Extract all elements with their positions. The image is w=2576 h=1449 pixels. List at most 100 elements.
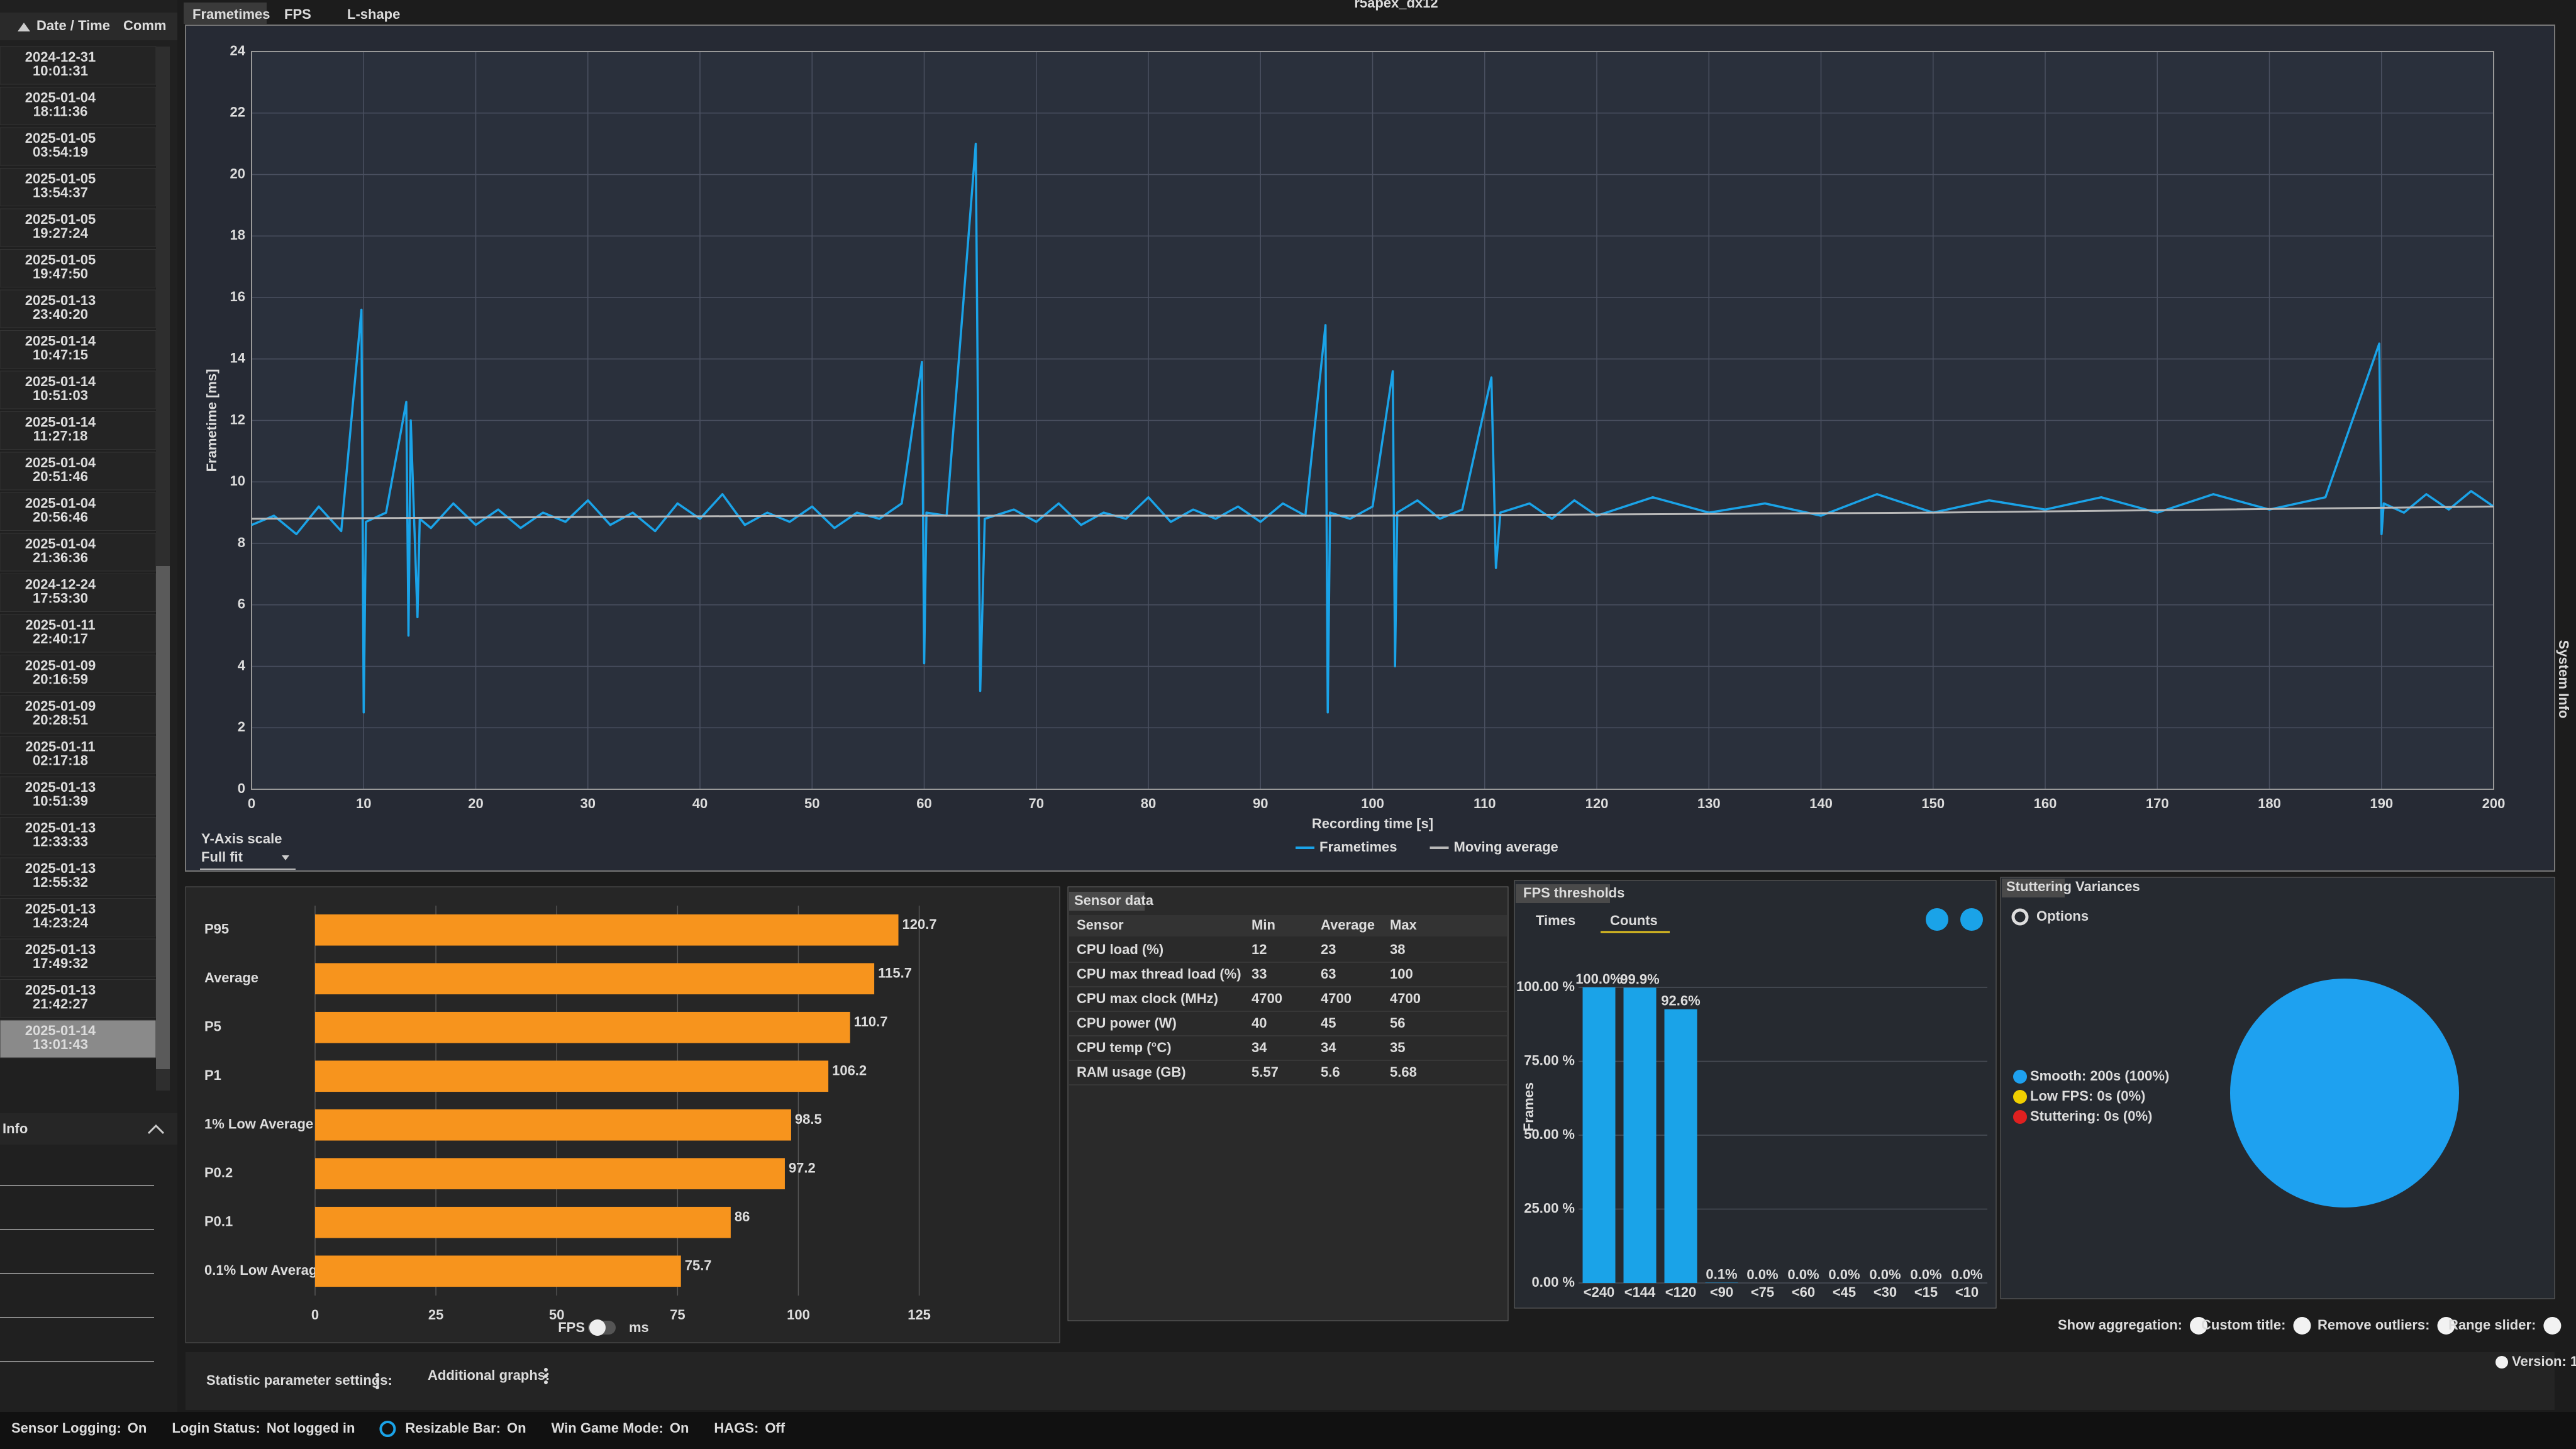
record-row[interactable] — [0, 1019, 157, 1058]
bar — [315, 914, 899, 946]
subtab[interactable]: Times — [1536, 913, 1575, 928]
percent-button[interactable] — [1926, 908, 1948, 931]
x-tick-label: 110 — [1474, 796, 1496, 811]
table-cell: CPU temp (°C) — [1077, 1040, 1172, 1055]
sidebar-header — [0, 13, 177, 40]
x-tick-label: 70 — [1029, 796, 1044, 811]
series-line — [251, 505, 2494, 520]
record-date: 2025-01-13 — [25, 779, 96, 795]
category-label: P95 — [204, 921, 229, 937]
status-label: HAGS: — [714, 1420, 758, 1436]
category-label: P1 — [204, 1067, 221, 1083]
legend-label: Low FPS: 0s (0%) — [2030, 1088, 2145, 1104]
record-row[interactable] — [0, 168, 157, 206]
x-tick-label: 20 — [468, 796, 483, 811]
record-row[interactable] — [0, 46, 157, 85]
subtab[interactable]: Counts — [1610, 913, 1658, 928]
x-tick-label: 190 — [2370, 796, 2393, 811]
record-time: 17:53:30 — [33, 590, 88, 606]
record-row[interactable] — [0, 289, 157, 328]
status-label: Login Status: — [172, 1420, 260, 1436]
x-tick-label: 60 — [916, 796, 931, 811]
value-label: 0.0% — [1828, 1267, 1860, 1282]
switch-right: ms — [629, 1319, 649, 1335]
legend-label: Frametimes — [1319, 839, 1397, 855]
record-row[interactable] — [0, 776, 157, 815]
record-time: 12:55:32 — [33, 874, 88, 890]
info-header — [0, 1113, 177, 1145]
plot-border — [251, 51, 2494, 790]
version-dot — [2496, 1356, 2508, 1368]
record-row[interactable] — [0, 655, 157, 693]
y-tick-label: 50.00 % — [1524, 1126, 1575, 1142]
tab[interactable]: Frametimes — [192, 6, 270, 22]
record-date: 2025-01-05 — [25, 170, 96, 186]
value-label: 0.1% — [1706, 1266, 1737, 1282]
record-row[interactable] — [0, 452, 157, 491]
x-tick-label: 0 — [248, 796, 255, 811]
record-row[interactable] — [0, 411, 157, 450]
record-row[interactable] — [0, 938, 157, 977]
tab[interactable]: L-shape — [347, 6, 400, 22]
record-row[interactable] — [0, 492, 157, 531]
record-row[interactable] — [0, 330, 157, 369]
y-tick-label: 75.00 % — [1524, 1052, 1575, 1068]
table-cell: 34 — [1321, 1040, 1336, 1055]
bar — [1664, 1009, 1697, 1283]
record-date: 2025-01-09 — [25, 657, 96, 673]
y-tick-label: 8 — [238, 535, 245, 550]
record-row[interactable] — [0, 127, 157, 166]
table-cell: 34 — [1252, 1040, 1267, 1055]
record-row[interactable] — [0, 817, 157, 855]
record-time: 10:47:15 — [33, 347, 88, 362]
tab[interactable]: Variances — [2075, 879, 2140, 894]
record-date: 2024-12-31 — [25, 49, 96, 65]
x-tick-label: 40 — [692, 796, 708, 811]
toggle[interactable] — [2543, 1317, 2562, 1335]
share-button[interactable] — [1960, 908, 1983, 931]
legend-swatch — [2013, 1090, 2027, 1104]
y-tick-label: 2 — [238, 719, 245, 735]
record-row[interactable] — [0, 574, 157, 612]
menu-dot — [375, 1379, 379, 1383]
record-row[interactable] — [0, 249, 157, 287]
column-header: Comm — [123, 18, 166, 33]
record-row[interactable] — [0, 533, 157, 572]
toggle-knob — [589, 1319, 606, 1336]
x-tick-label: 90 — [1253, 796, 1268, 811]
status-label: Win Game Mode: — [552, 1420, 663, 1436]
toggle[interactable] — [2437, 1317, 2455, 1335]
record-date: 2025-01-14 — [25, 374, 96, 389]
info-title: Info — [3, 1121, 28, 1136]
record-row[interactable] — [0, 370, 157, 409]
record-time: 21:42:27 — [33, 996, 88, 1011]
record-time: 03:54:19 — [33, 144, 88, 160]
table-header-bg — [1069, 915, 1507, 936]
x-tick-label: 50 — [549, 1307, 564, 1323]
record-row[interactable] — [0, 695, 157, 734]
record-row[interactable] — [0, 208, 157, 247]
record-row[interactable] — [0, 898, 157, 936]
toggle[interactable] — [2293, 1317, 2311, 1335]
y-tick-label: 6 — [238, 596, 245, 612]
chevron — [147, 1124, 165, 1135]
settings-label: Statistic parameter settings: — [206, 1372, 392, 1388]
tab[interactable]: Stuttering — [2006, 879, 2072, 894]
record-time: 21:36:36 — [33, 550, 88, 565]
tab[interactable]: FPS — [284, 6, 311, 22]
bar — [1582, 987, 1616, 1283]
record-row[interactable] — [0, 736, 157, 774]
record-time: 17:49:32 — [33, 955, 88, 971]
record-date: 2025-01-14 — [25, 414, 96, 430]
y-scale-value[interactable]: Full fit — [201, 849, 243, 865]
table-cell: 63 — [1321, 966, 1336, 982]
record-row[interactable] — [0, 857, 157, 896]
record-time: 23:40:20 — [33, 306, 88, 322]
toggle[interactable] — [2190, 1317, 2207, 1335]
x-tick-label: <15 — [1914, 1284, 1938, 1300]
x-tick-label: <75 — [1751, 1284, 1774, 1300]
record-row[interactable] — [0, 614, 157, 653]
table-cell: 23 — [1321, 941, 1336, 957]
menu-dot — [375, 1385, 379, 1389]
table-cell: 100 — [1390, 966, 1413, 982]
